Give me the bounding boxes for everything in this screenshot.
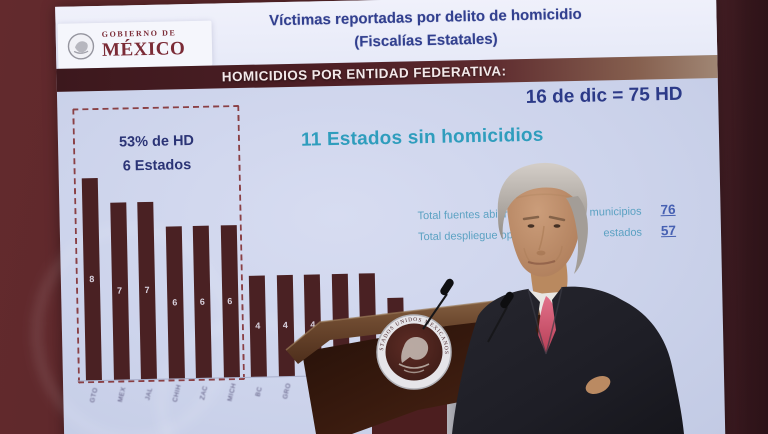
speaker-suit [452,286,684,434]
seal-eagle-icon [398,336,430,374]
wall-shadow [716,0,768,434]
speaker-hand [585,375,611,395]
eagle-emblem-icon [67,32,95,60]
svg-text:ESTADOS UNIDOS MEXICANOS: ESTADOS UNIDOS MEXICANOS [0,0,449,355]
speaker-face [506,170,581,277]
presidential-seal: ESTADOS UNIDOS MEXICANOS [0,0,452,390]
speaker-hair-side [566,196,588,274]
projection-screen: GOBIERNO DE MÉXICO Víctimas reportadas p… [29,0,726,434]
speaker-hair [497,162,588,240]
seal-text: ESTADOS UNIDOS MEXICANOS [0,0,448,355]
speaker-face-features [515,193,571,265]
gobierno-mexico-logo: GOBIERNO DE MÉXICO [57,20,213,69]
slide-header: GOBIERNO DE MÉXICO Víctimas reportadas p… [55,0,718,69]
podium-base-block [372,404,447,434]
microphone-2 [487,291,514,343]
speaker-figure [452,162,684,434]
microphone-1 [422,278,454,330]
